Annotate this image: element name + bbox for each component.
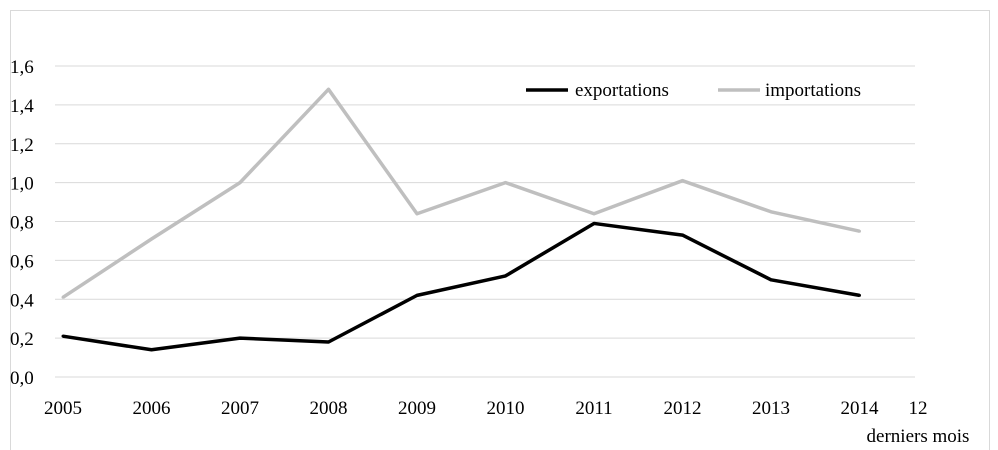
data-point-exportations [238,336,242,340]
data-point-exportations [681,233,684,237]
x-tick-label: 2007 [221,398,259,419]
legend-label-exportations: exportations [575,80,669,101]
x-tick-label: 2011 [575,398,612,419]
data-point-importations [769,210,773,214]
y-tick-label: 0,0 [10,368,34,389]
data-point-importations [681,179,684,183]
x-tick-label: 2010 [487,398,525,419]
data-point-exportations [415,293,419,297]
x-tick-label: 2014 [841,398,880,419]
series-line-importations [62,87,860,299]
legend-label-importations: importations [765,80,861,101]
series-line-exportations [62,221,860,352]
y-tick-label: 0,6 [10,251,34,272]
x-axis-tick-labels: 2005 2006 2007 2008 2009 2010 2011 2012 2013 2014… [44,398,969,447]
data-point-importations [238,181,242,185]
data-point-importations [415,212,419,216]
y-tick-label: 0,4 [10,290,34,311]
y-tick-label: 1,4 [10,96,34,117]
x-tick-label: 2006 [133,398,171,419]
legend: exportations importations [526,80,861,101]
data-point-exportations [61,334,65,338]
data-point-importations [592,212,596,216]
x-tick-label: 2008 [310,398,348,419]
y-tick-label: 1,6 [10,57,34,78]
data-point-exportations [504,274,507,278]
data-point-importations [504,181,507,185]
chart-frame [10,10,990,450]
data-point-exportations [150,348,153,352]
data-point-importations [150,237,153,241]
data-point-exportations [592,221,596,225]
series-lines [61,87,861,352]
x-tick-label: 2012 [664,398,702,419]
gridlines [55,65,915,378]
x-tick-sublabel: derniers mois [867,426,970,447]
data-point-exportations [858,293,861,297]
x-tick-label: 2013 [752,398,790,419]
y-axis-tick-labels: 0,0 0,2 0,4 0,6 0,8 1,0 1,2 1,4 1,6 [10,57,34,389]
data-point-exportations [327,340,330,344]
y-tick-label: 0,8 [10,213,34,234]
data-point-exportations [769,278,773,282]
data-point-importations [61,295,65,299]
data-point-importations [858,229,861,233]
data-point-importations [327,87,330,91]
x-tick-label: 12 [909,398,928,419]
y-tick-label: 0,2 [10,329,34,350]
y-tick-label: 1,0 [10,174,34,195]
x-tick-label: 2009 [398,398,436,419]
y-tick-label: 1,2 [10,135,34,156]
x-tick-label: 2005 [44,398,82,419]
